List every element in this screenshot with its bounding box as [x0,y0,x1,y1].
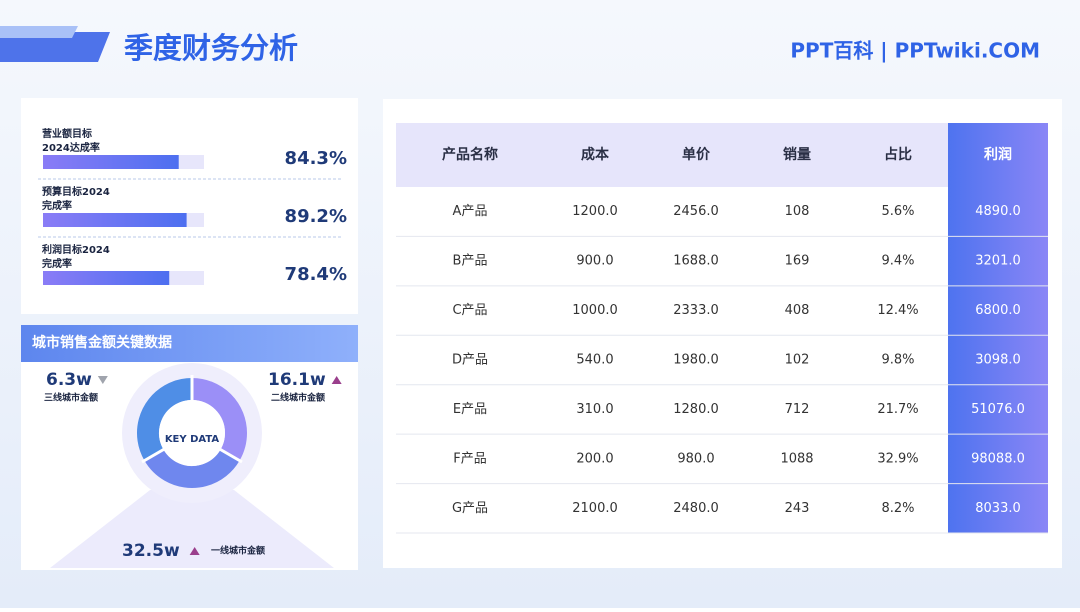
table-cell: 108 [785,204,810,219]
table-header-cell: 产品名称 [442,146,498,163]
table-cell: 200.0 [576,451,613,466]
table-cell: 1280.0 [673,402,719,417]
trend-up [331,376,342,384]
table-cell: 4890.0 [975,204,1021,219]
table-cell: C产品 [452,303,487,318]
table-cell: 3098.0 [975,353,1021,368]
table-header-cell: 利润 [984,146,1012,163]
brand: PPT百科 | PPTwiki.COM [790,39,1040,63]
progress-label: 完成率 [42,257,72,270]
donut-label: KEY DATA [165,434,220,445]
table-cell: 32.9% [877,451,918,466]
table-cell: B产品 [453,254,488,269]
table-cell: 2456.0 [673,204,719,219]
city-title: 城市销售金额关键数据 [32,334,172,351]
stat-label: 一线城市金额 [211,545,265,557]
table-cell: 1088 [780,451,813,466]
donut-hole [159,400,225,466]
city-header [21,325,358,362]
table-cell: G产品 [452,501,488,516]
title: 季度财务分析 [124,31,298,65]
table-cell: 540.0 [576,353,613,368]
table-cell: 2480.0 [673,501,719,516]
table-cell: 1688.0 [673,254,719,269]
trend-down [97,376,108,384]
table-cell: 900.0 [576,254,613,269]
profit-column [948,123,1048,533]
table-header-cell: 占比 [884,146,912,163]
table-cell: 8033.0 [975,501,1021,516]
deco [0,32,110,62]
table-cell: 51076.0 [971,402,1025,417]
stat-value: 16.1w [268,370,326,390]
table-cell: 8.2% [881,501,914,516]
table-cell: 5.6% [881,204,914,219]
table-cell: 408 [785,303,810,318]
table-cell: 3201.0 [975,254,1021,269]
table-cell: 2100.0 [572,501,618,516]
trend-up [189,547,200,555]
table-cell: 9.4% [881,254,914,269]
progress-label: 利润目标2024 [42,243,110,256]
table-cell: 12.4% [877,303,918,318]
table-cell: A产品 [453,204,488,219]
progress-bar [43,155,179,169]
stat-value: 6.3w [46,370,92,390]
table-cell: 712 [785,402,810,417]
progress-label: 完成率 [42,199,72,212]
progress-label: 营业额目标 [42,127,92,140]
progress-bar [43,271,170,285]
table-cell: D产品 [452,353,488,368]
table-header-cell: 成本 [581,146,610,163]
table-cell: 98088.0 [971,451,1025,466]
table-cell: 6800.0 [975,303,1021,318]
progress-value: 78.4% [285,264,347,285]
table-cell: 21.7% [877,402,918,417]
table-header-cell: 销量 [783,146,811,163]
progress-label: 预算目标2024 [42,185,110,198]
progress-value: 89.2% [285,206,347,227]
deco [0,26,78,38]
table-cell: F产品 [453,451,486,466]
table-cell: 2333.0 [673,303,719,318]
table-cell: 1980.0 [673,353,719,368]
table-cell: 243 [785,501,810,516]
progress-label: 2024达成率 [42,141,100,154]
table-header-cell: 单价 [682,146,711,163]
progress-bar [43,213,187,227]
table-cell: 102 [785,353,810,368]
table-cell: 9.8% [881,353,914,368]
stat-label: 三线城市金额 [44,392,98,404]
table-cell: 1000.0 [572,303,618,318]
progress-value: 84.3% [285,148,347,169]
table-cell: 169 [785,254,810,269]
table-cell: 980.0 [677,451,714,466]
table-cell: 310.0 [576,402,613,417]
stat-label: 二线城市金额 [271,392,325,404]
deco [50,490,334,568]
table-header [396,123,948,187]
table-cell: 1200.0 [572,204,618,219]
table-cell: E产品 [453,402,487,417]
stat-value: 32.5w [122,541,180,561]
